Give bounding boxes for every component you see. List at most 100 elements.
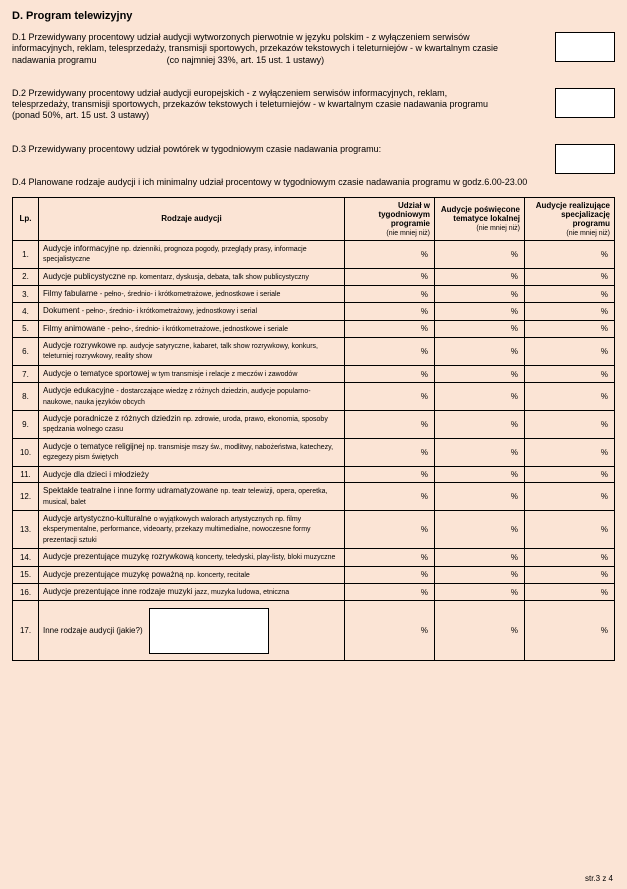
cell-lp: 13. (13, 510, 39, 548)
cell-title: Audycje o tematyce religijnej np. transm… (39, 438, 345, 466)
item-d4-title: D.4 Planowane rodzaje audycji i ich mini… (12, 177, 615, 187)
header-col1: Udział w tygodniowym programie (nie mnie… (345, 197, 435, 240)
cell-pct-2[interactable]: % (435, 583, 525, 600)
cell-pct-3[interactable]: % (525, 601, 615, 661)
cell-pct-3[interactable]: % (525, 338, 615, 366)
cell-lp: 12. (13, 483, 39, 511)
cell-pct-2[interactable]: % (435, 483, 525, 511)
table-row: 2.Audycje publicystyczne np. komentarz, … (13, 268, 615, 285)
cell-pct-2[interactable]: % (435, 320, 525, 337)
cell-lp: 7. (13, 365, 39, 382)
cell-pct-2[interactable]: % (435, 383, 525, 411)
cell-pct-1[interactable]: % (345, 549, 435, 566)
cell-pct-1[interactable]: % (345, 320, 435, 337)
cell-pct-3[interactable]: % (525, 583, 615, 600)
cell-pct-1[interactable]: % (345, 285, 435, 302)
cell-pct-2[interactable]: % (435, 566, 525, 583)
cell-pct-2[interactable]: % (435, 411, 525, 439)
cell-pct-1[interactable]: % (345, 411, 435, 439)
other-input-box[interactable] (149, 608, 269, 654)
input-d1[interactable] (555, 32, 615, 62)
cell-pct-3[interactable]: % (525, 483, 615, 511)
item-d2: D.2 Przewidywany procentowy udział audyc… (12, 88, 615, 122)
cell-lp: 8. (13, 383, 39, 411)
cell-pct-3[interactable]: % (525, 303, 615, 320)
item-d1: D.1 Przewidywany procentowy udział audyc… (12, 32, 615, 66)
cell-pct-1[interactable]: % (345, 365, 435, 382)
item-d3: D.3 Przewidywany procentowy udział powtó… (12, 144, 615, 155)
table-row: 12.Spektakle teatralne i inne formy udra… (13, 483, 615, 511)
cell-pct-2[interactable]: % (435, 268, 525, 285)
cell-pct-1[interactable]: % (345, 601, 435, 661)
cell-pct-2[interactable]: % (435, 240, 525, 268)
cell-pct-1[interactable]: % (345, 566, 435, 583)
header-col3-sub: (nie mniej niż) (566, 230, 610, 237)
page-footer: str.3 z 4 (585, 874, 613, 883)
cell-pct-2[interactable]: % (435, 438, 525, 466)
cell-pct-1[interactable]: % (345, 303, 435, 320)
cell-pct-3[interactable]: % (525, 566, 615, 583)
cell-pct-2[interactable]: % (435, 510, 525, 548)
form-page: D. Program telewizyjny D.1 Przewidywany … (0, 0, 627, 889)
header-rodzaje: Rodzaje audycji (39, 197, 345, 240)
table-row: 13.Audycje artystyczno-kulturalne o wyją… (13, 510, 615, 548)
cell-pct-3[interactable]: % (525, 320, 615, 337)
table-row: 10.Audycje o tematyce religijnej np. tra… (13, 438, 615, 466)
cell-pct-3[interactable]: % (525, 438, 615, 466)
header-col3: Audycje realizujące specjalizację progra… (525, 197, 615, 240)
cell-lp: 1. (13, 240, 39, 268)
table-row: 14.Audycje prezentujące muzykę rozrywkow… (13, 549, 615, 566)
cell-pct-2[interactable]: % (435, 549, 525, 566)
cell-pct-1[interactable]: % (345, 383, 435, 411)
cell-lp: 14. (13, 549, 39, 566)
cell-pct-3[interactable]: % (525, 268, 615, 285)
cell-pct-1[interactable]: % (345, 338, 435, 366)
cell-pct-3[interactable]: % (525, 365, 615, 382)
cell-pct-1[interactable]: % (345, 268, 435, 285)
cell-pct-2[interactable]: % (435, 601, 525, 661)
cell-pct-1[interactable]: % (345, 583, 435, 600)
cell-title: Audycje rozrywkowe np. audycje satyryczn… (39, 338, 345, 366)
cell-title: Audycje poradnicze z różnych dziedzin np… (39, 411, 345, 439)
cell-pct-3[interactable]: % (525, 510, 615, 548)
cell-pct-1[interactable]: % (345, 466, 435, 483)
cell-pct-2[interactable]: % (435, 466, 525, 483)
table-row: 5.Filmy animowane - pełno-, średnio- i k… (13, 320, 615, 337)
cell-title: Audycje informacyjne np. dzienniki, prog… (39, 240, 345, 268)
cell-pct-1[interactable]: % (345, 438, 435, 466)
cell-title: Filmy animowane - pełno-, średnio- i kró… (39, 320, 345, 337)
cell-title: Dokument - pełno-, średnio- i krótkometr… (39, 303, 345, 320)
cell-pct-3[interactable]: % (525, 240, 615, 268)
table-row: 6.Audycje rozrywkowe np. audycje satyryc… (13, 338, 615, 366)
table-row: 7.Audycje o tematyce sportowej w tym tra… (13, 365, 615, 382)
cell-lp: 3. (13, 285, 39, 302)
cell-pct-1[interactable]: % (345, 483, 435, 511)
cell-title: Audycje prezentujące muzykę poważną np. … (39, 566, 345, 583)
cell-pct-3[interactable]: % (525, 411, 615, 439)
header-col1-text: Udział w tygodniowym programie (378, 201, 430, 228)
other-label: Inne rodzaje audycji (jakie?) (43, 626, 143, 636)
table-row: 3.Filmy fabularne - pełno-, średnio- i k… (13, 285, 615, 302)
table-row: 9.Audycje poradnicze z różnych dziedzin … (13, 411, 615, 439)
cell-pct-2[interactable]: % (435, 303, 525, 320)
cell-pct-2[interactable]: % (435, 285, 525, 302)
cell-pct-1[interactable]: % (345, 510, 435, 548)
cell-pct-2[interactable]: % (435, 365, 525, 382)
header-col2-sub: (nie mniej niż) (476, 225, 520, 232)
cell-title: Audycje publicystyczne np. komentarz, dy… (39, 268, 345, 285)
cell-pct-3[interactable]: % (525, 285, 615, 302)
input-d3[interactable] (555, 144, 615, 174)
cell-title: Audycje artystyczno-kulturalne o wyjątko… (39, 510, 345, 548)
cell-pct-2[interactable]: % (435, 338, 525, 366)
cell-lp: 17. (13, 601, 39, 661)
input-d2[interactable] (555, 88, 615, 118)
cell-pct-3[interactable]: % (525, 549, 615, 566)
cell-pct-1[interactable]: % (345, 240, 435, 268)
cell-pct-3[interactable]: % (525, 466, 615, 483)
cell-lp: 11. (13, 466, 39, 483)
cell-pct-3[interactable]: % (525, 383, 615, 411)
table-row: 15.Audycje prezentujące muzykę poważną n… (13, 566, 615, 583)
cell-lp: 10. (13, 438, 39, 466)
program-table: Lp. Rodzaje audycji Udział w tygodniowym… (12, 197, 615, 662)
cell-lp: 16. (13, 583, 39, 600)
